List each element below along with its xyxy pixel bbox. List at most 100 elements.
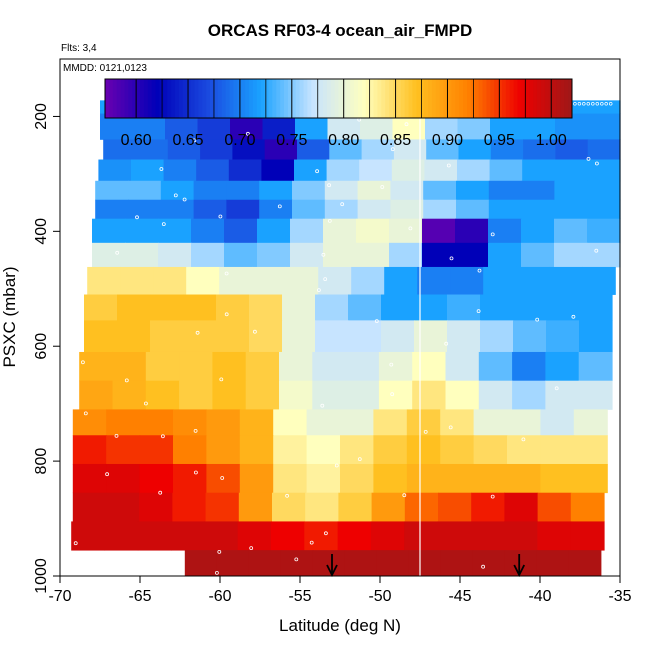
heatmap-cell	[315, 294, 349, 321]
colorbar-swatch	[194, 79, 199, 118]
heatmap-cell	[540, 435, 575, 465]
heatmap-cell	[345, 380, 380, 410]
heatmap-cell	[412, 380, 447, 410]
heatmap-cell	[112, 351, 147, 382]
colorbar-tick-label: 0.80	[328, 132, 359, 149]
colorbar-swatch	[544, 79, 550, 118]
colorbar-swatch	[225, 79, 231, 118]
heatmap-cell	[212, 351, 247, 382]
colorbar-swatch	[354, 79, 359, 118]
heatmap-cell	[384, 266, 418, 295]
colorbar: 0.60 0.65 0.70 0.75 0.80 0.85 0.90 0.95 1.00	[104, 78, 573, 149]
heatmap-cell	[391, 159, 425, 182]
heatmap-cell	[167, 139, 201, 160]
heatmap-cell	[206, 435, 241, 465]
heatmap-cell	[540, 463, 575, 494]
heatmap-cell	[106, 409, 141, 436]
heatmap-cell	[98, 159, 132, 182]
sample-point	[160, 434, 165, 439]
colorbar-swatch	[256, 79, 262, 118]
heatmap-cell	[259, 199, 293, 220]
sample-point	[214, 571, 219, 575]
sample-point	[124, 378, 129, 383]
heatmap-cell	[239, 409, 274, 436]
sample-point	[476, 309, 481, 314]
colorbar-swatch	[252, 79, 258, 118]
heatmap-cell	[437, 521, 472, 551]
sample-point	[316, 288, 321, 293]
sample-point	[535, 317, 540, 322]
sample-point	[604, 102, 608, 106]
heatmap-cell	[471, 492, 505, 522]
heatmap-cell	[226, 180, 260, 201]
sample-point	[449, 256, 454, 261]
colorbar-swatch	[147, 79, 153, 118]
heatmap-cell	[490, 139, 524, 160]
heatmap-cell	[139, 435, 174, 465]
heatmap-cell	[582, 266, 616, 295]
heatmap-cell	[549, 266, 583, 295]
colorbar-tick-label: 0.85	[380, 132, 411, 149]
heatmap-cell	[473, 435, 508, 465]
sample-point	[193, 470, 198, 475]
heatmap-cell	[488, 199, 523, 220]
colorbar-swatch	[517, 79, 522, 118]
colorbar-swatch	[455, 79, 460, 118]
colorbar-swatch	[182, 79, 188, 118]
colorbar-swatch	[233, 79, 238, 118]
colorbar-swatch	[163, 79, 168, 118]
sample-point	[595, 161, 599, 166]
colorbar-swatch	[116, 79, 122, 118]
heatmap-cell	[472, 550, 506, 577]
heatmap-cell	[92, 218, 126, 244]
colorbar-tick-label: 0.75	[276, 132, 307, 149]
sample-point	[340, 202, 345, 207]
heatmap-cell	[71, 521, 106, 551]
sample-point	[218, 214, 223, 219]
heatmap-cell	[408, 550, 442, 577]
colorbar-swatch	[536, 79, 542, 118]
colorbar-swatch	[151, 79, 157, 118]
heatmap-cell	[545, 351, 580, 382]
heatmap-cell	[179, 351, 213, 382]
heatmap-cell	[356, 218, 390, 244]
heatmap-cell	[587, 180, 621, 201]
heatmap-cell	[106, 463, 141, 494]
heatmap-cell	[297, 139, 330, 160]
heatmap-cell	[376, 550, 410, 577]
colorbar-swatch	[120, 79, 125, 118]
heatmap-cell	[573, 409, 608, 436]
heatmap-cell	[470, 521, 505, 551]
colorbar-swatch	[143, 79, 149, 118]
heatmap-cell	[315, 320, 349, 353]
heatmap-cell	[84, 294, 118, 321]
heatmap-cell	[184, 550, 218, 577]
heatmap-cell	[404, 521, 439, 551]
y-tick-label: 1000	[33, 558, 50, 594]
heatmap-cell	[568, 550, 602, 577]
heatmap-cell	[422, 242, 456, 268]
colorbar-swatch	[276, 79, 281, 118]
heatmap-cell	[447, 320, 481, 353]
heatmap-cell	[351, 266, 385, 295]
heatmap-cell	[158, 242, 192, 268]
heatmap-cell	[521, 199, 555, 220]
heatmap-cell	[179, 380, 213, 410]
heatmap-cell	[264, 139, 298, 160]
colorbar-tick-label: 0.70	[224, 132, 255, 149]
heatmap-cell	[422, 218, 456, 244]
y-axis-label: PSXC (mbar)	[0, 266, 19, 367]
sample-point	[224, 271, 229, 276]
colorbar-swatch	[213, 79, 219, 118]
heatmap-cell	[457, 159, 491, 182]
colorbar-swatch	[206, 79, 211, 118]
sample-point	[320, 403, 325, 408]
x-axis: -70 -65 -60 -55 -50 -45 -40 -35	[48, 576, 632, 605]
sample-point	[390, 392, 395, 397]
colorbar-swatch	[311, 79, 316, 118]
colorbar-swatch	[221, 79, 227, 118]
heatmap-cell	[153, 266, 187, 295]
heatmap-cell	[125, 242, 159, 268]
heatmap-cell	[450, 266, 484, 295]
heatmap-cell	[480, 320, 514, 353]
